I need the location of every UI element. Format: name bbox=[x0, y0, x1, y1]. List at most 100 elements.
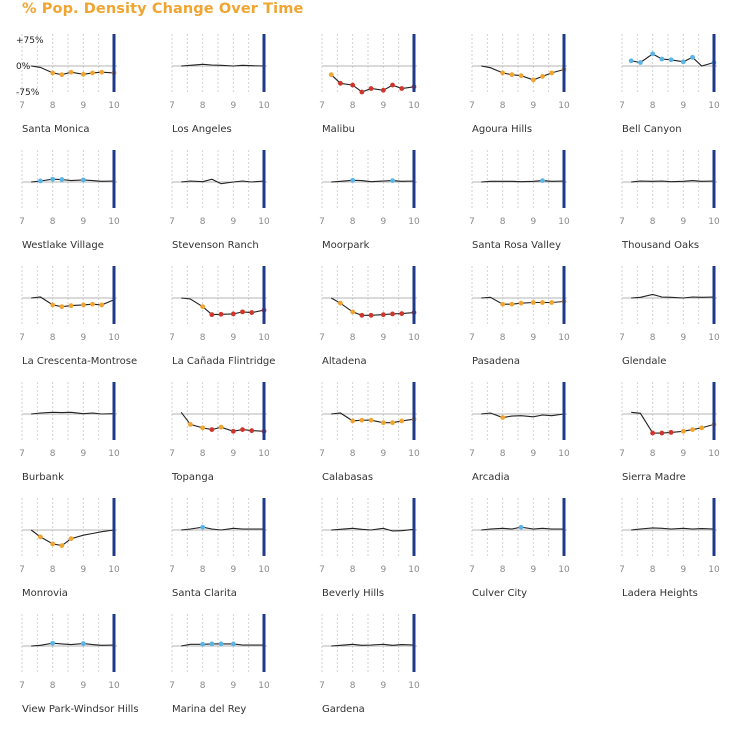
x-tick-label: 7 bbox=[169, 101, 175, 111]
data-point bbox=[200, 641, 206, 647]
x-tick-label: 8 bbox=[200, 101, 206, 111]
x-tick-label: 9 bbox=[380, 449, 386, 459]
series-line bbox=[631, 527, 715, 531]
end-bar bbox=[562, 382, 566, 440]
data-point bbox=[549, 300, 555, 305]
data-point bbox=[59, 304, 65, 310]
x-tick-label: 8 bbox=[350, 101, 356, 111]
series-line bbox=[631, 180, 715, 183]
city-label: Santa Clarita bbox=[172, 588, 237, 599]
data-point bbox=[80, 71, 86, 77]
x-tick-label: 7 bbox=[469, 217, 475, 227]
data-point bbox=[399, 86, 405, 91]
panel-plot: 7 8 9 10 bbox=[169, 150, 270, 227]
panel-plot: 7 8 9 10 bbox=[469, 34, 570, 111]
city-label: La Cañada Flintridge bbox=[172, 356, 276, 367]
panel-plot: 7 8 9 10 bbox=[169, 382, 270, 459]
series-line bbox=[31, 642, 115, 647]
x-tick-label: 9 bbox=[380, 681, 386, 691]
x-tick-label: 8 bbox=[50, 681, 56, 691]
data-point bbox=[99, 69, 105, 75]
chart-panel: 7 8 9 10 Sierra Madre bbox=[600, 382, 736, 498]
x-tick-label: 7 bbox=[319, 333, 325, 343]
series-line bbox=[481, 180, 565, 183]
data-point bbox=[50, 70, 56, 76]
x-tick-label: 8 bbox=[350, 333, 356, 343]
data-point bbox=[390, 178, 395, 184]
end-bar bbox=[712, 498, 716, 556]
data-point bbox=[230, 428, 236, 434]
data-point bbox=[368, 86, 374, 91]
x-tick-label: 10 bbox=[258, 217, 270, 227]
data-point bbox=[380, 87, 386, 93]
end-bar bbox=[262, 498, 266, 556]
city-label: Topanga bbox=[172, 472, 214, 483]
x-tick-label: 7 bbox=[19, 101, 25, 111]
end-bar bbox=[112, 150, 116, 208]
city-label: Stevenson Ranch bbox=[172, 240, 259, 251]
panel-plot: 7 8 9 10 bbox=[169, 34, 270, 111]
x-tick-label: 10 bbox=[558, 449, 570, 459]
end-bar bbox=[412, 266, 416, 324]
chart-panel: 7 8 9 10 Arcadia bbox=[450, 382, 600, 498]
city-label: Los Angeles bbox=[172, 124, 232, 135]
x-tick-label: 10 bbox=[408, 681, 420, 691]
data-point bbox=[68, 303, 74, 309]
x-tick-label: 7 bbox=[619, 333, 625, 343]
x-tick-label: 10 bbox=[258, 681, 270, 691]
x-tick-label: 10 bbox=[708, 449, 720, 459]
x-tick-label: 8 bbox=[200, 681, 206, 691]
data-point bbox=[338, 80, 343, 86]
data-point bbox=[59, 177, 65, 182]
end-bar bbox=[562, 498, 566, 556]
x-tick-label: 9 bbox=[80, 681, 86, 691]
x-tick-label: 7 bbox=[619, 217, 625, 227]
x-tick-label: 9 bbox=[530, 333, 536, 343]
city-label: Moorpark bbox=[322, 240, 370, 251]
chart-panel: 7 8 9 10 Malibu bbox=[300, 34, 450, 150]
x-tick-label: 9 bbox=[680, 449, 686, 459]
x-tick-label: 7 bbox=[169, 449, 175, 459]
chart-panel: 7 8 9 10 Stevenson Ranch bbox=[150, 150, 300, 266]
x-tick-label: 7 bbox=[169, 681, 175, 691]
x-tick-label: 10 bbox=[408, 217, 420, 227]
city-label: Burbank bbox=[22, 472, 64, 483]
series-line bbox=[181, 526, 264, 531]
panel-plot: 7 8 9 10 bbox=[319, 34, 420, 111]
end-bar bbox=[562, 150, 566, 208]
x-tick-label: 9 bbox=[680, 101, 686, 111]
x-tick-label: 10 bbox=[258, 449, 270, 459]
y-tick-label: 0% bbox=[16, 62, 31, 72]
data-point bbox=[249, 310, 255, 315]
data-point bbox=[68, 69, 74, 75]
chart-panel: 7 8 9 10 Pasadena bbox=[450, 266, 600, 382]
x-tick-label: 10 bbox=[108, 101, 120, 111]
data-point bbox=[530, 77, 536, 83]
city-label: Beverly Hills bbox=[322, 588, 385, 599]
panel-plot: 7 8 9 10 bbox=[169, 266, 270, 343]
x-tick-label: 10 bbox=[408, 565, 420, 575]
data-point bbox=[540, 74, 545, 79]
city-label: Ladera Heights bbox=[622, 588, 698, 599]
end-bar bbox=[112, 34, 116, 92]
panel-plot: 7 8 9 10 bbox=[19, 498, 120, 575]
x-tick-label: 7 bbox=[619, 565, 625, 575]
x-tick-label: 8 bbox=[350, 449, 356, 459]
data-point bbox=[218, 311, 224, 317]
data-point bbox=[390, 420, 395, 426]
data-point bbox=[518, 524, 524, 530]
x-tick-label: 9 bbox=[530, 217, 536, 227]
x-tick-label: 10 bbox=[558, 217, 570, 227]
x-tick-label: 10 bbox=[108, 565, 120, 575]
data-point bbox=[80, 177, 86, 183]
chart-panel: 7 8 9 10 La Crescenta-Montrose bbox=[0, 266, 150, 382]
x-tick-label: 10 bbox=[258, 565, 270, 575]
x-tick-label: 9 bbox=[680, 565, 686, 575]
data-point bbox=[59, 72, 65, 78]
panel-plot: 7 8 9 10 bbox=[169, 614, 270, 691]
y-tick-label: +75% bbox=[16, 36, 44, 46]
chart-panel: 7 8 9 10 View Park-Windsor Hills bbox=[0, 614, 150, 730]
chart-panel: 7 8 9 10 Altadena bbox=[300, 266, 450, 382]
data-point bbox=[249, 428, 255, 434]
city-label: Malibu bbox=[322, 124, 355, 135]
